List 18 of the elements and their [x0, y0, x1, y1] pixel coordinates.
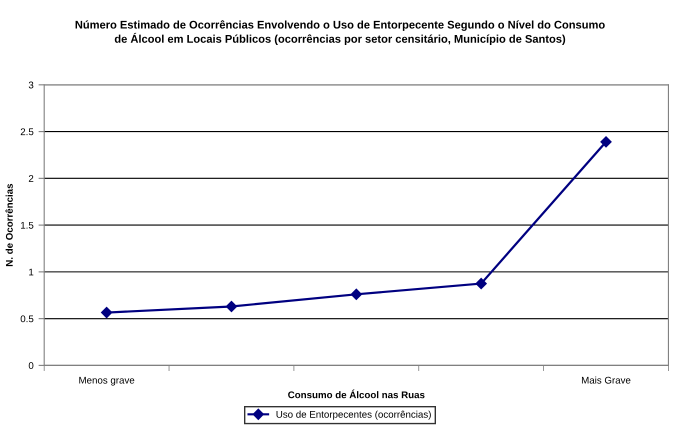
- point: [226, 300, 238, 312]
- y-tick-label: 3: [28, 82, 34, 88]
- x-axis-title: Consumo de Álcool nas Ruas: [288, 390, 425, 398]
- y-tick-label: 0: [28, 362, 34, 370]
- x-tick-label: Menos grave: [79, 376, 134, 386]
- point: [101, 306, 112, 318]
- point: [476, 278, 487, 290]
- point: [350, 288, 362, 300]
- y-tick-label: 2.5: [20, 128, 34, 136]
- y-tick-label: 2: [28, 175, 34, 182]
- chart-title: Número Estimado de Ocorrências Envolvendo o Uso de Entorpecente Segundo o Nível do Consumo de Álcool em Locais Públicos (ocorrências por setor censitário, Município de Santos): [76, 20, 605, 46]
- y-axis-title: N. de Ocorrências: [5, 184, 13, 266]
- x-tick-label: Mais Grave: [582, 376, 630, 384]
- legend-label: Uso de Entorpecentes (ocorrências): [276, 410, 431, 420]
- y-tick-label: 1: [29, 268, 34, 276]
- point: [600, 136, 612, 148]
- y-tick-label: 1.5: [21, 222, 34, 229]
- y-tick-label: 0.5: [20, 315, 34, 322]
